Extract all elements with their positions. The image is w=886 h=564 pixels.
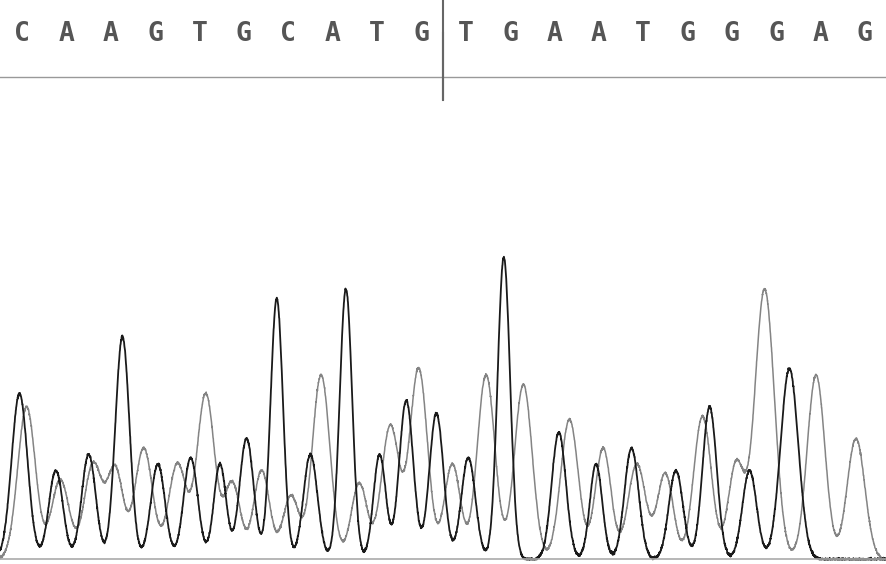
Text: A: A [103, 21, 119, 47]
Text: A: A [546, 21, 562, 47]
Text: T: T [634, 21, 650, 47]
Text: G: G [147, 21, 163, 47]
Text: G: G [236, 21, 252, 47]
Text: G: G [413, 21, 429, 47]
Text: A: A [590, 21, 606, 47]
Text: T: T [191, 21, 207, 47]
Text: C: C [14, 21, 30, 47]
Text: T: T [369, 21, 385, 47]
Text: C: C [280, 21, 296, 47]
Text: A: A [812, 21, 828, 47]
Text: G: G [723, 21, 739, 47]
Text: G: G [856, 21, 872, 47]
Text: G: G [767, 21, 783, 47]
Text: A: A [324, 21, 340, 47]
Text: A: A [58, 21, 74, 47]
Text: G: G [501, 21, 517, 47]
Text: T: T [457, 21, 473, 47]
Text: G: G [679, 21, 695, 47]
